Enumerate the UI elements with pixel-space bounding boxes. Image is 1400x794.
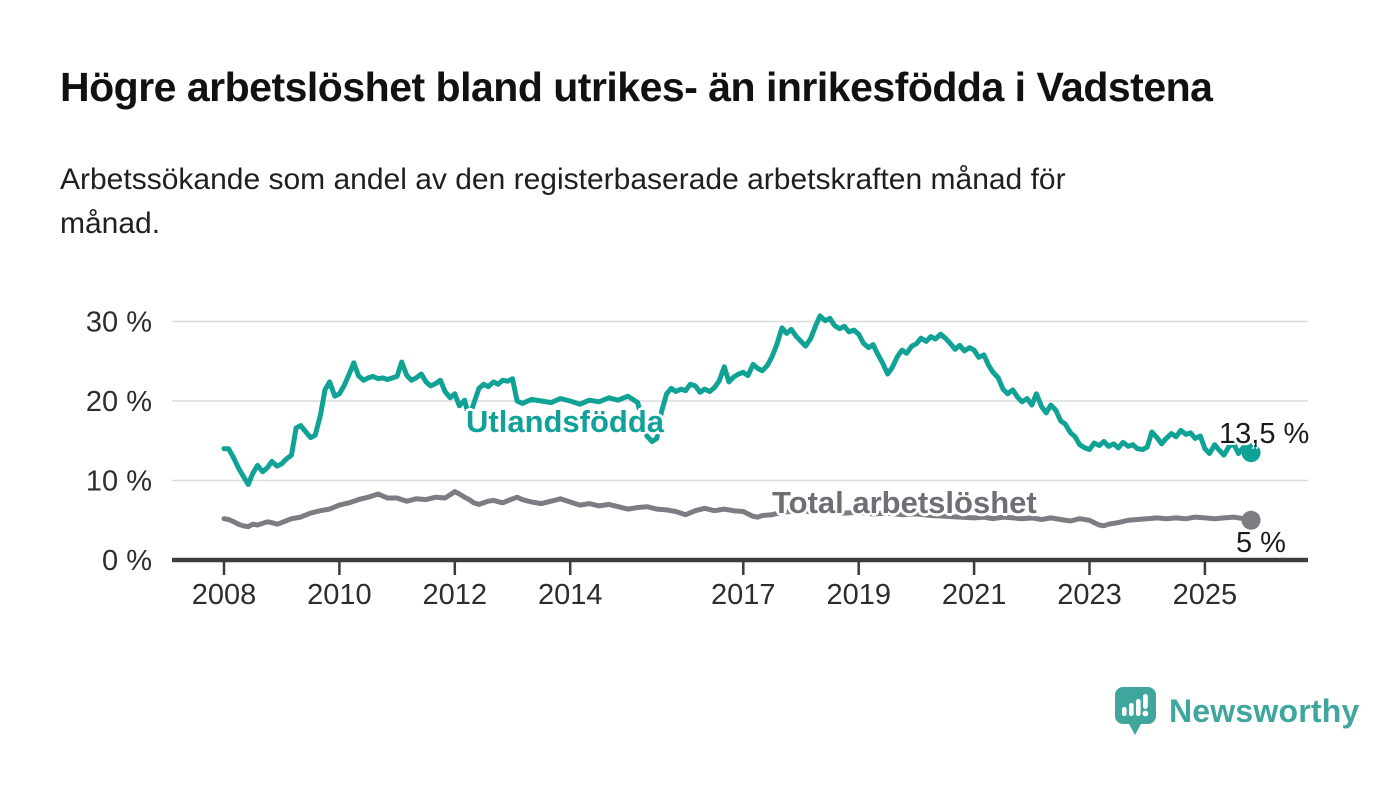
x-tick-label: 2008 (192, 579, 257, 611)
bar-chart-speech-bubble-icon (1115, 687, 1156, 735)
end-value-label-total: 5 % (1236, 527, 1286, 559)
brand-name: Newsworthy (1169, 693, 1360, 729)
series-line-utlandsfodda (221, 313, 1254, 487)
newsworthy-brand: Newsworthy (1115, 687, 1359, 736)
series-label-total-arbetsloshet: Total arbetslöshet (772, 485, 1037, 520)
series-label-utlandsfodda: Utlandsfödda (466, 404, 665, 439)
x-tick-label: 2023 (1057, 579, 1122, 611)
y-tick-label: 20 % (86, 386, 152, 418)
x-tick-label: 2012 (423, 579, 488, 611)
end-value-label-utlandsfodda: 13,5 % (1219, 418, 1310, 450)
x-tick-label: 2010 (307, 579, 372, 611)
x-tick-label: 2017 (711, 579, 776, 611)
subtitle-line-2: månad. (60, 207, 161, 240)
y-tick-label: 30 % (86, 307, 152, 339)
subtitle-line-1: Arbetssökande som andel av den registerb… (60, 163, 1066, 196)
chart-subtitle: Arbetssökande som andel av den registerb… (60, 158, 1066, 246)
y-tick-label: 0 % (102, 545, 152, 577)
x-tick-label: 2019 (826, 579, 891, 611)
x-tick-label: 2014 (538, 579, 603, 611)
series-line-total-arbetsloshet (221, 489, 1254, 530)
x-tick-label: 2021 (942, 579, 1007, 611)
y-tick-label: 10 % (86, 466, 152, 498)
series-end-dot-utlandsfodda (1241, 443, 1261, 463)
page-title: Högre arbetslöshet bland utrikes- än inr… (60, 64, 1213, 110)
series-end-dot-total-arbetsloshet (1241, 510, 1261, 530)
x-tick-label: 2025 (1173, 579, 1238, 611)
